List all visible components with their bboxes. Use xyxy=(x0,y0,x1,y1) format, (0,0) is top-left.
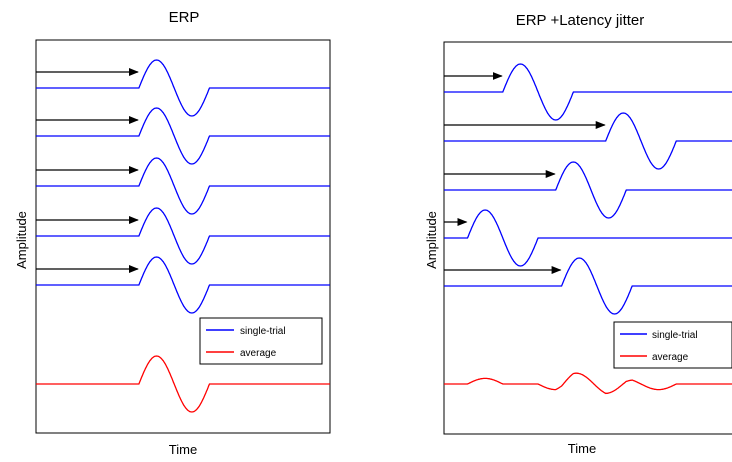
chart-title: ERP +Latency jitter xyxy=(516,12,645,29)
single-trial-line xyxy=(444,63,732,121)
legend: single-trial average xyxy=(199,317,323,365)
single-trial-line xyxy=(36,207,330,265)
legend-label-single-trial: single-trial xyxy=(240,326,286,337)
single-trial-line xyxy=(444,112,732,170)
single-trial-line xyxy=(36,157,330,215)
single-trial-line xyxy=(444,209,732,267)
single-trial-line xyxy=(36,256,330,314)
single-trial-line xyxy=(36,59,330,117)
average-line xyxy=(444,372,732,395)
legend-box xyxy=(199,317,323,365)
single-trial-line xyxy=(36,107,330,165)
x-axis-label: Time xyxy=(568,441,596,456)
single-trial-line xyxy=(444,257,732,315)
single-trial-line xyxy=(444,161,732,219)
plot-area xyxy=(444,63,732,395)
x-axis-label: Time xyxy=(169,442,197,457)
legend-label-average: average xyxy=(240,348,277,359)
y-axis-label: Amplitude xyxy=(424,211,439,269)
plot-area xyxy=(36,59,330,413)
chart-title: ERP xyxy=(169,9,200,26)
legend: single-trial average xyxy=(613,321,732,369)
erp-latency-jitter-panel: ERP +Latency jitter Amplitude Time singl… xyxy=(424,12,732,456)
y-axis-label: Amplitude xyxy=(14,211,29,269)
average-line xyxy=(36,355,330,413)
erp-panel: ERP Amplitude Time single-trial average xyxy=(14,9,331,457)
legend-box xyxy=(613,321,732,369)
legend-label-single-trial: single-trial xyxy=(652,330,698,341)
legend-label-average: average xyxy=(652,352,689,363)
